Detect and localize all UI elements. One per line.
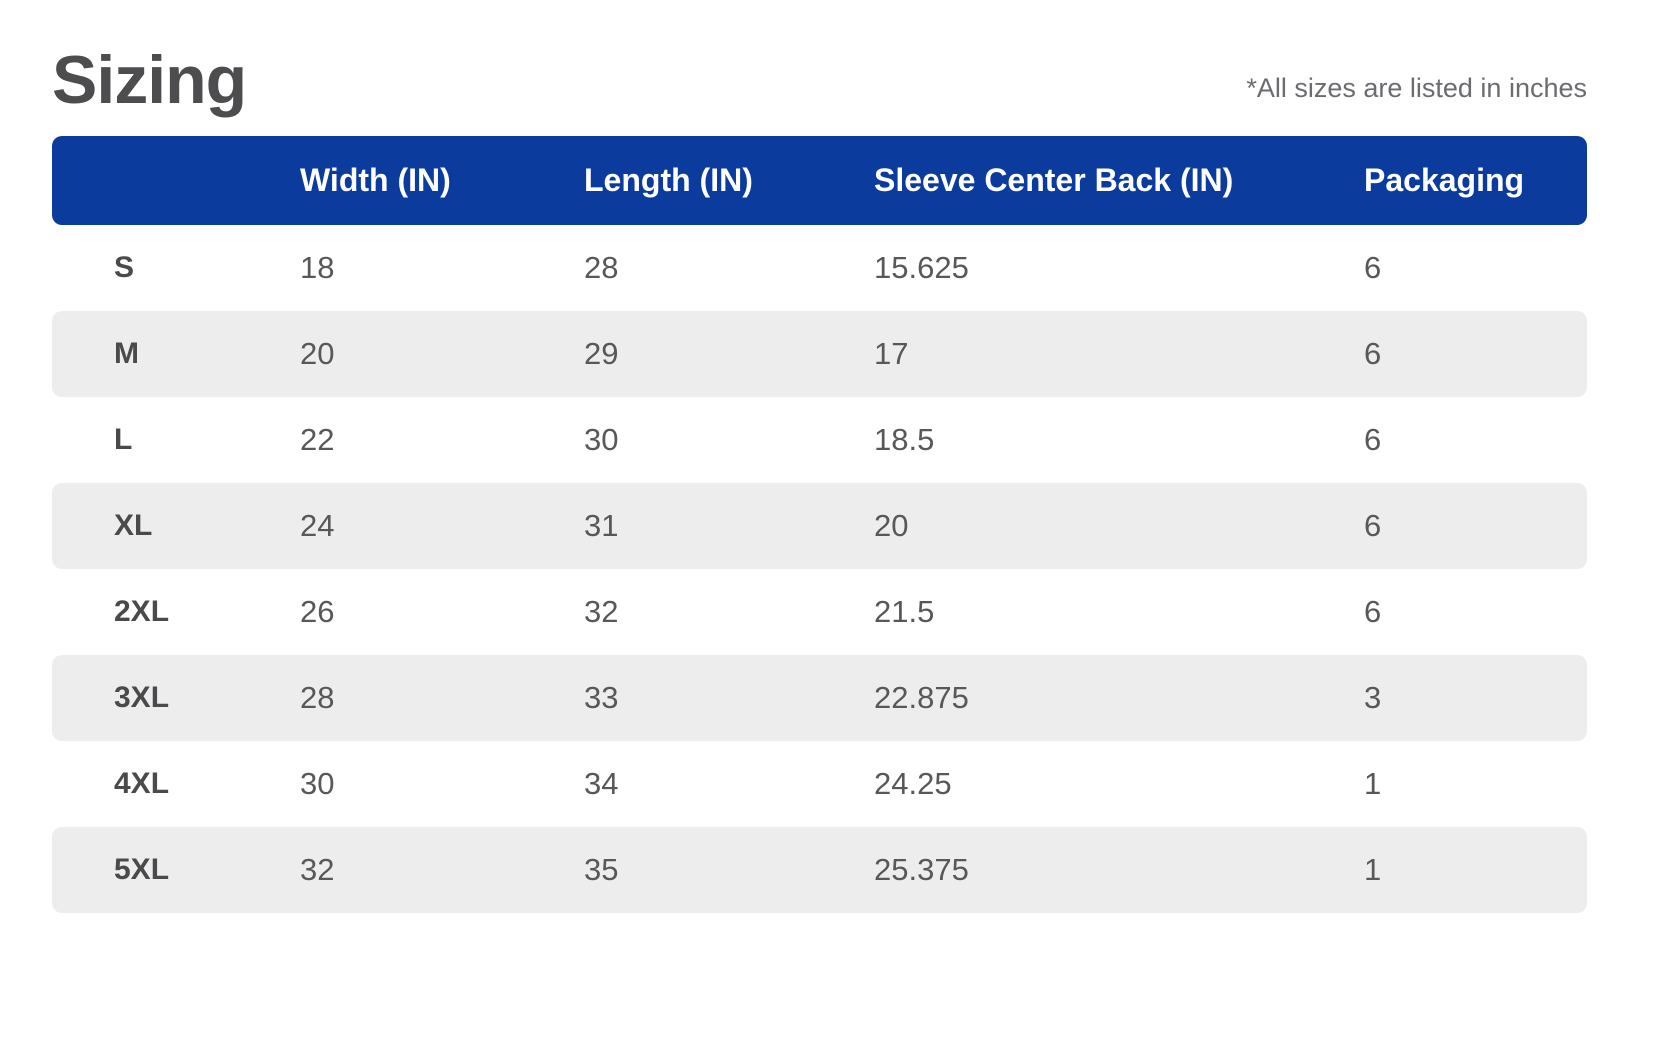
table-row-4xl: 4XL 30 34 24.25 1 <box>52 741 1587 827</box>
sleeve-value: 17 <box>874 336 909 371</box>
sizing-table: Width (IN) Length (IN) Sleeve Center Bac… <box>52 136 1587 913</box>
width-value: 30 <box>300 766 335 801</box>
sizing-units-note: *All sizes are listed in inches <box>1246 73 1587 103</box>
width-value: 26 <box>300 594 335 629</box>
width-value: 18 <box>300 250 335 285</box>
sleeve-value: 25.375 <box>874 852 969 887</box>
packaging-value: 6 <box>1364 594 1382 629</box>
page-title: Sizing <box>52 42 247 118</box>
length-value: 34 <box>584 766 619 801</box>
length-value: 28 <box>584 250 619 285</box>
table-row-5xl: 5XL 32 35 25.375 1 <box>52 827 1587 913</box>
sleeve-value: 18.5 <box>874 422 935 457</box>
size-label: S <box>114 251 135 284</box>
header-cell-packaging: Packaging <box>1364 162 1525 198</box>
table-row-2xl: 2XL 26 32 21.5 6 <box>52 569 1587 655</box>
size-label: 2XL <box>114 595 170 628</box>
length-value: 29 <box>584 336 619 371</box>
packaging-value: 3 <box>1364 680 1382 715</box>
packaging-value: 6 <box>1364 336 1382 371</box>
packaging-value: 6 <box>1364 508 1382 543</box>
size-label: XL <box>114 509 153 542</box>
header-cell-length: Length (IN) <box>584 162 753 198</box>
size-label: L <box>114 423 133 456</box>
table-row-s: S 18 28 15.625 6 <box>52 225 1587 311</box>
table-row-3xl: 3XL 28 33 22.875 3 <box>52 655 1587 741</box>
table-row-l: L 22 30 18.5 6 <box>52 397 1587 483</box>
header-cell-width: Width (IN) <box>300 162 451 198</box>
width-value: 24 <box>300 508 335 543</box>
size-label: 4XL <box>114 767 170 800</box>
packaging-value: 6 <box>1364 250 1382 285</box>
sleeve-value: 22.875 <box>874 680 969 715</box>
header-cell-sleeve: Sleeve Center Back (IN) <box>874 162 1234 198</box>
sleeve-value: 20 <box>874 508 909 543</box>
sizing-section: Sizing *All sizes are listed in inches W… <box>52 0 1587 913</box>
packaging-value: 1 <box>1364 852 1382 887</box>
sleeve-value: 15.625 <box>874 250 969 285</box>
width-value: 28 <box>300 680 335 715</box>
section-header: Sizing *All sizes are listed in inches <box>52 46 1587 114</box>
length-value: 31 <box>584 508 619 543</box>
size-label: 3XL <box>114 681 170 714</box>
size-label: 5XL <box>114 853 170 886</box>
width-value: 20 <box>300 336 335 371</box>
table-header-row: Width (IN) Length (IN) Sleeve Center Bac… <box>52 136 1587 225</box>
packaging-value: 1 <box>1364 766 1382 801</box>
size-label: M <box>114 337 139 370</box>
table-row-xl: XL 24 31 20 6 <box>52 483 1587 569</box>
length-value: 33 <box>584 680 619 715</box>
length-value: 35 <box>584 852 619 887</box>
length-value: 32 <box>584 594 619 629</box>
sleeve-value: 21.5 <box>874 594 935 629</box>
packaging-value: 6 <box>1364 422 1382 457</box>
table-row-m: M 20 29 17 6 <box>52 311 1587 397</box>
sleeve-value: 24.25 <box>874 766 952 801</box>
length-value: 30 <box>584 422 619 457</box>
width-value: 32 <box>300 852 335 887</box>
width-value: 22 <box>300 422 335 457</box>
